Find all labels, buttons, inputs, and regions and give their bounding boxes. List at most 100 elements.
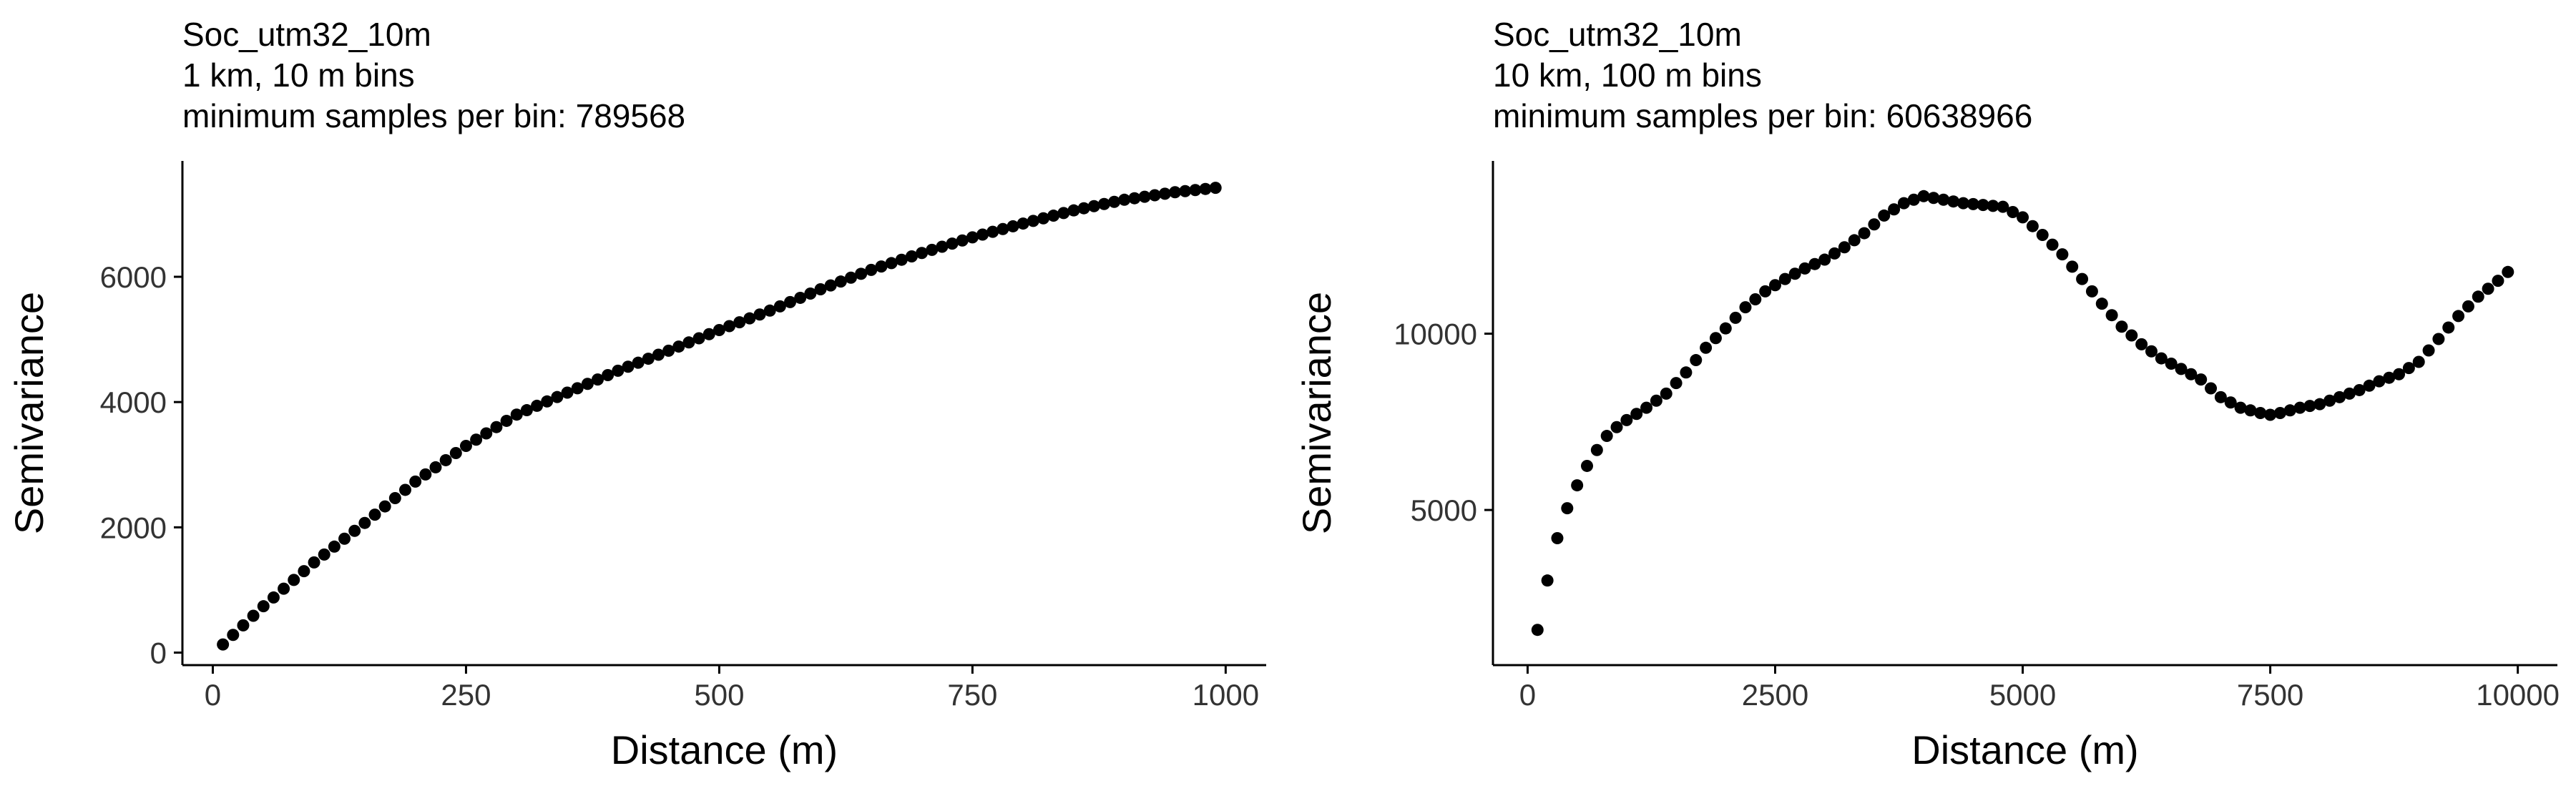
x-tick-label: 7500 [2237, 678, 2303, 712]
data-point [592, 373, 604, 386]
data-point [1179, 185, 1192, 197]
data-point [1868, 218, 1881, 231]
data-point [1571, 479, 1584, 492]
data-point [642, 353, 655, 365]
data-point [2333, 390, 2346, 403]
panel-2-subtitle-line-1: 10 km, 100 m bins [1493, 56, 1762, 94]
data-point [561, 386, 574, 399]
data-point [2195, 373, 2208, 386]
data-point [844, 271, 857, 284]
data-point [1719, 322, 1732, 335]
x-tick-label: 500 [694, 678, 744, 712]
data-point [2205, 382, 2218, 395]
data-point [2432, 333, 2445, 345]
panel-1-subtitle-line-2: minimum samples per bin: 789568 [182, 97, 686, 134]
data-point [612, 364, 625, 377]
data-point [2383, 371, 2396, 384]
y-axis-title: Semivariance [1294, 292, 1339, 534]
data-point [1087, 200, 1100, 212]
data-point [2036, 229, 2049, 242]
data-point [662, 344, 675, 357]
data-point [2214, 390, 2227, 403]
data-point [449, 446, 462, 459]
data-point [2017, 211, 2029, 224]
data-point [1907, 193, 1920, 206]
data-point [338, 532, 351, 545]
data-point [318, 548, 330, 561]
data-point [2165, 357, 2178, 370]
data-point [217, 638, 230, 651]
data-point [2046, 238, 2059, 251]
data-point [1828, 247, 1841, 260]
data-point [1788, 267, 1801, 280]
data-point [1047, 210, 1060, 222]
data-point [602, 369, 614, 382]
data-point [348, 524, 361, 537]
data-point [358, 516, 371, 529]
data-point [1007, 220, 1019, 232]
data-point [2115, 320, 2128, 333]
data-point [1977, 199, 1989, 212]
data-point [702, 328, 715, 340]
data-point [1600, 430, 1613, 443]
panel-1-subtitle-line-1: 1 km, 10 m bins [182, 56, 415, 94]
data-point [895, 253, 908, 266]
data-point [2462, 300, 2474, 313]
data-point [398, 483, 411, 496]
data-point [2105, 309, 2118, 322]
data-point [1590, 443, 1603, 456]
data-point [1759, 285, 1772, 298]
data-point [2155, 352, 2168, 365]
data-point [1027, 215, 1039, 227]
data-point [2303, 400, 2316, 413]
data-point [2125, 329, 2138, 342]
data-point [1997, 200, 2009, 213]
data-point [1897, 197, 1910, 210]
data-point [1848, 234, 1861, 247]
data-point [237, 619, 250, 632]
data-point [672, 340, 685, 353]
data-point [1838, 241, 1851, 254]
data-point [439, 453, 452, 466]
data-point [632, 356, 645, 369]
data-point [419, 468, 432, 481]
y-axis-title: Semivariance [6, 292, 52, 534]
panel-2-plot: 0 2500 5000 7500 10000 5000 10000 Distance (m) S… [1294, 161, 2560, 772]
data-point [368, 508, 381, 521]
data-point [378, 500, 391, 513]
panel-2-title-block: Soc_utm32_10m 10 km, 100 m bins minimum sa… [1493, 14, 2032, 137]
data-point [520, 404, 533, 417]
data-point [409, 475, 422, 488]
x-tick-label: 750 [947, 678, 997, 712]
x-axis-title: Distance (m) [1911, 727, 2138, 772]
data-point [2363, 379, 2376, 392]
x-tick-label: 10000 [2476, 678, 2560, 712]
data-point [288, 574, 300, 586]
x-tick-label: 1000 [1192, 678, 1259, 712]
data-point [308, 556, 320, 569]
data-point [1818, 253, 1831, 266]
data-point [976, 228, 989, 241]
data-point [1858, 227, 1871, 240]
data-point [2502, 265, 2514, 278]
data-point [2095, 298, 2108, 310]
data-point [510, 408, 523, 421]
data-point [622, 360, 635, 373]
data-point [2323, 394, 2336, 407]
data-point [1680, 366, 1693, 379]
x-tick-label: 0 [205, 678, 221, 712]
data-point [2402, 362, 2415, 375]
y-tick-label: 5000 [1411, 493, 1477, 527]
data-point [1158, 187, 1171, 200]
panel-2-subtitle-line-2: minimum samples per bin: 60638966 [1493, 97, 2033, 134]
data-point [1067, 204, 1080, 217]
data-point [1690, 354, 1703, 367]
data-point [470, 433, 483, 446]
data-point [2482, 282, 2494, 295]
data-point [1967, 197, 1979, 210]
data-point [2076, 272, 2089, 285]
panel-1-title: Soc_utm32_10m [182, 16, 431, 53]
data-point [2254, 407, 2267, 419]
data-point [1551, 532, 1564, 545]
data-point [490, 421, 503, 433]
